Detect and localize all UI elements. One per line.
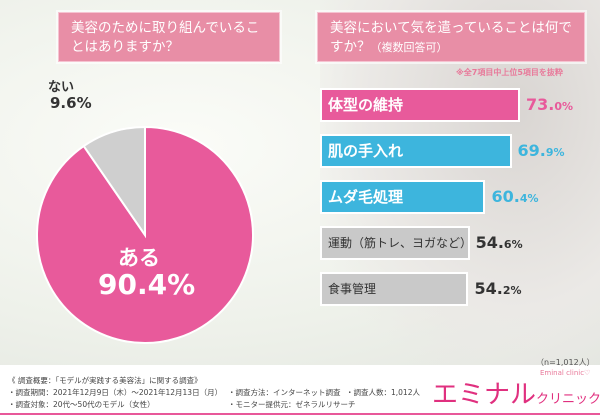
right-question-box: 美容において気を遣っていることは何ですか？（複数回答可）	[317, 12, 585, 62]
bar-value-int: 54.	[474, 279, 503, 298]
right-question: 美容において気を遣っていることは何ですか？	[330, 20, 572, 55]
bar-value-int: 73.	[526, 95, 555, 114]
top5-note: ※全7項目中上位5項目を抜粋	[456, 68, 563, 77]
left-question-box: 美容のために取り組んでいることはありますか？	[58, 12, 280, 62]
pie-chart	[36, 125, 254, 344]
logo-english: Eminal clinic♡	[540, 369, 591, 377]
footer: 《 調査概要：「モデルが実践する美容法」に関する調査》 ・調査期間：2021年1…	[0, 368, 600, 415]
bar-value: 54.2%	[474, 279, 521, 298]
bar-value: 69.9%	[518, 141, 565, 160]
bar-value-dec: 4%	[519, 192, 539, 205]
bar-value-dec: 9%	[545, 146, 565, 159]
logo-sub: クリニック	[536, 392, 600, 407]
bar-3: 運動（筋トレ、ヨガなど）	[320, 226, 473, 260]
bar-label: 運動（筋トレ、ヨガなど）	[328, 236, 473, 250]
bar-value: 54.6%	[476, 233, 523, 252]
bar-2: ムダ毛処理	[320, 180, 486, 214]
pie-value-yes: 90.4%	[98, 268, 196, 301]
bar-0: 体型の維持	[320, 88, 520, 122]
survey-provider: ・モニター提供元：ゼネラルリサーチ	[228, 400, 356, 409]
bar-value-int: 54.	[475, 233, 504, 252]
right-question-note: （複数回答可）	[370, 41, 448, 54]
pie-slice-1	[82, 125, 146, 239]
sample-size: （n=1,012人）	[536, 358, 595, 367]
logo: エミナルクリニック	[432, 374, 600, 411]
survey-period: ・調査期間：2021年12月9日（木）～2021年12月13日（月）	[8, 388, 223, 397]
logo-main: エミナル	[432, 380, 537, 410]
survey-method: ・調査方法：インターネット調査	[228, 388, 341, 397]
pie-label-yes: ある	[118, 246, 160, 270]
survey-title: 《 調査概要：「モデルが実践する美容法」に関する調査》	[8, 376, 202, 385]
bar-value-dec: 6%	[503, 238, 523, 251]
left-question: 美容のために取り組んでいることはありますか？	[71, 20, 260, 55]
bar-value: 73.0%	[526, 95, 573, 114]
bar-label: 食事管理	[328, 282, 377, 296]
bar-1: 肌の手入れ	[320, 134, 512, 168]
bar-label: 肌の手入れ	[328, 142, 404, 160]
bar-value-dec: 2%	[502, 284, 522, 297]
bar-4: 食事管理	[320, 272, 469, 306]
bar-value-int: 69.	[517, 141, 546, 160]
bar-label: ムダ毛処理	[328, 188, 404, 206]
survey-count: ・調査人数：1,012人	[346, 388, 420, 397]
survey-target: ・調査対象：20代～50代のモデル（女性）	[8, 400, 155, 409]
pie-label-no: ない	[48, 80, 75, 95]
bar-value: 60.4%	[491, 187, 538, 206]
bar-value-int: 60.	[491, 187, 520, 206]
bar-label: 体型の維持	[328, 96, 404, 114]
bar-value-dec: 0%	[554, 100, 574, 113]
pie-value-no: 9.6%	[50, 94, 92, 112]
